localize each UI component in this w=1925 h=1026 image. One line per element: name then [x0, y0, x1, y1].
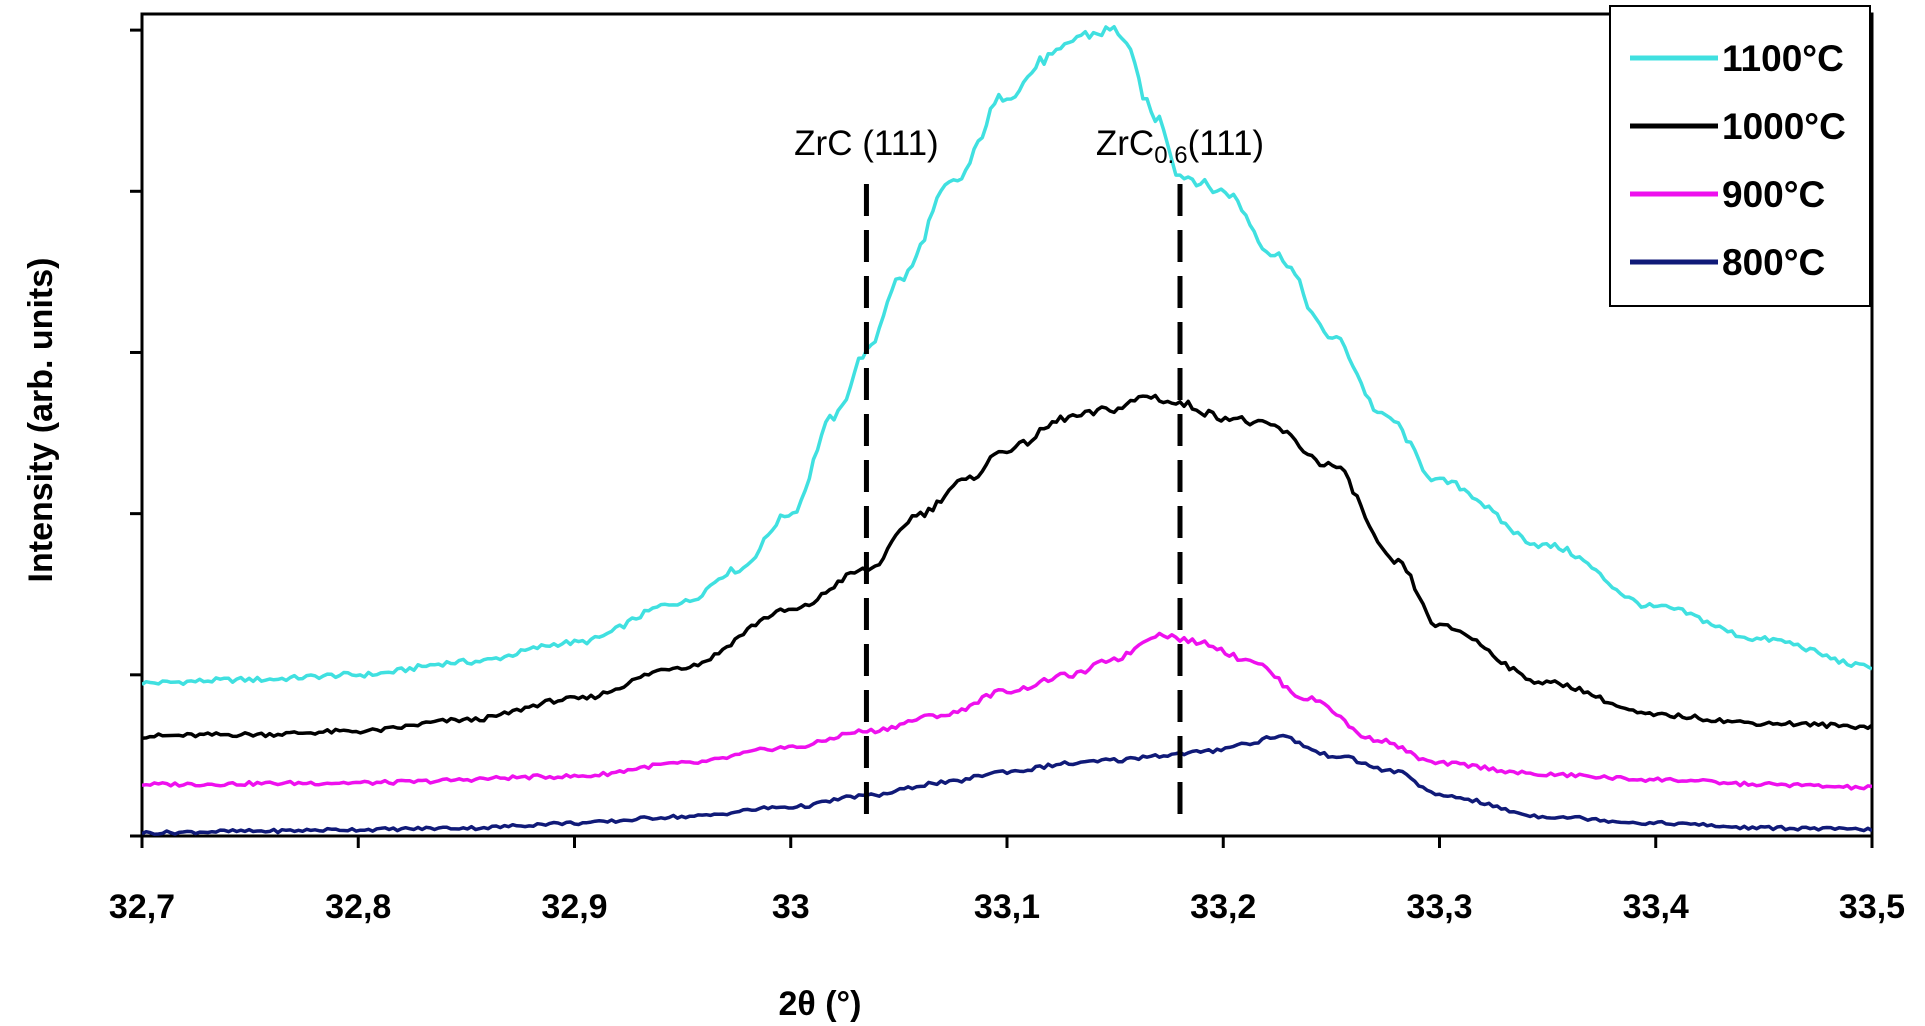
- x-tick-label: 33,5: [1839, 888, 1905, 926]
- x-tick-label: 33,2: [1190, 888, 1256, 926]
- reference-label: ZrC0.6(111): [1096, 124, 1264, 169]
- x-tick-label: 32,9: [541, 888, 607, 926]
- series-line: [142, 24, 1872, 687]
- series-line: [142, 733, 1872, 836]
- legend: 1100°C 1000°C 900°C 800°C: [1609, 5, 1871, 307]
- series-line: [142, 631, 1872, 791]
- x-tick-label: 33,3: [1406, 888, 1472, 926]
- axes: 32,7 32,8 32,9 33 33,1 33,2 33,3 33,4 33,5: [109, 28, 1905, 926]
- reference-label: ZrC (111): [794, 124, 939, 163]
- legend-label: 900°C: [1722, 174, 1825, 215]
- x-tick-label: 33,4: [1623, 888, 1689, 926]
- series-layer: [142, 24, 1872, 836]
- x-axis-title: 2θ (°): [779, 985, 862, 1023]
- legend-label: 1100°C: [1722, 38, 1844, 79]
- legend-label: 800°C: [1722, 242, 1825, 283]
- x-tick-label: 33,1: [974, 888, 1040, 926]
- legend-label: 1000°C: [1722, 106, 1846, 147]
- x-tick-label: 32,7: [109, 888, 175, 926]
- reference-lines: ZrC (111) ZrC0.6(111): [794, 124, 1264, 828]
- series-line: [142, 393, 1872, 740]
- y-axis-title: Intensity (arb. units): [22, 258, 60, 583]
- x-tick-label: 33: [772, 888, 810, 926]
- x-tick-label: 32,8: [325, 888, 391, 926]
